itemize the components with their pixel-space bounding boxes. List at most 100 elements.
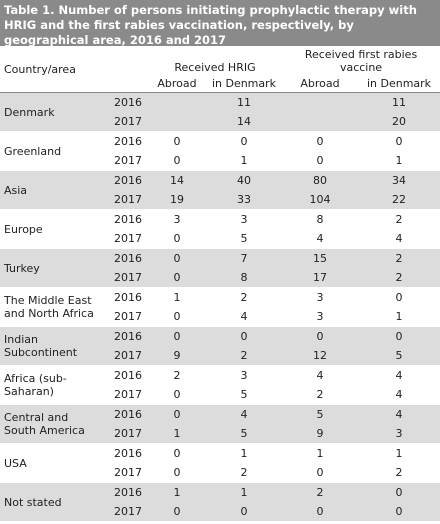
country-cell: Europe — [0, 209, 106, 249]
value-cell: 17 — [282, 268, 359, 288]
year-cell: 2017 — [114, 388, 142, 401]
year-cell: 2016 — [106, 170, 148, 190]
year-cell: 2017 — [114, 232, 142, 245]
value-cell: 1 — [395, 154, 403, 167]
value-cell: 1 — [206, 482, 283, 502]
header-row: Country/area Received HRIG Received firs… — [0, 46, 440, 93]
value-cell: 7 — [206, 248, 283, 268]
country-cell: Denmark — [0, 92, 106, 132]
year-cell: 2017 — [106, 502, 148, 521]
value-cell: 4 — [395, 232, 403, 245]
empty-cell — [148, 112, 206, 132]
header-cell: Country/area — [0, 46, 106, 93]
value-cell: 20 — [358, 112, 440, 132]
value-cell: 2 — [206, 346, 283, 366]
year-cell: 2017 — [106, 424, 148, 444]
table-row: 2017 0 2 0 2 — [0, 463, 440, 483]
value-cell: 3 — [358, 424, 440, 444]
year-cell: 2016 — [106, 287, 148, 307]
country-cell: Asia — [0, 170, 106, 210]
value-cell: 4 — [358, 365, 440, 385]
value-cell: 22 — [358, 190, 440, 210]
value-cell: 33 — [206, 190, 283, 210]
value-cell: 4 — [282, 365, 359, 385]
value-cell: 0 — [358, 131, 440, 151]
value-cell: 0 — [148, 502, 206, 521]
country-cell: USA — [0, 443, 106, 483]
value-cell: 4 — [395, 388, 403, 401]
value-cell: 15 — [282, 248, 359, 268]
value-cell: 3 — [206, 209, 283, 229]
table-row: 2017 0 4 3 1 — [0, 307, 440, 327]
country-cell: Central and South America — [0, 404, 106, 444]
value-cell: 9 — [282, 424, 359, 444]
table-row: Asia 2016 14 40 80 34 — [0, 170, 440, 210]
year-cell: 2016 — [106, 326, 148, 346]
value-cell: 8 — [206, 268, 283, 288]
table-body: Denmark 2016 11 11 2017 14 20 Greenland 2016 0 0 0 0… — [0, 92, 440, 521]
value-cell: 0 — [358, 482, 440, 502]
header-cell: Abroad — [282, 74, 359, 93]
value-cell: 0 — [282, 326, 359, 346]
value-cell: 19 — [148, 190, 206, 210]
value-cell: 1 — [148, 287, 206, 307]
value-cell: 1 — [358, 443, 440, 463]
table-row: 2017 0 5 4 4 — [0, 229, 440, 249]
year-cell: 2017 — [114, 466, 142, 479]
empty-cell — [282, 112, 359, 132]
value-cell: 8 — [282, 209, 359, 229]
value-cell: 0 — [173, 466, 181, 479]
value-cell: 3 — [206, 365, 283, 385]
value-cell: 1 — [206, 443, 283, 463]
header-cell: Received HRIG — [174, 61, 256, 74]
value-cell: 0 — [206, 326, 283, 346]
header-row: Abroad in Denmark Abroad in Denmark — [0, 74, 440, 93]
header-cell: in Denmark — [358, 74, 440, 93]
country-cell: Not stated — [0, 482, 106, 521]
table-row: 2017 0 8 17 2 — [0, 268, 440, 288]
year-cell: 2016 — [106, 248, 148, 268]
table-row: Turkey 2016 0 7 15 2 — [0, 248, 440, 288]
value-cell: 0 — [358, 287, 440, 307]
header-cell: Received first rabies vaccine — [304, 48, 418, 74]
value-cell: 0 — [206, 502, 283, 521]
table-row: Europe 2016 3 3 8 2 — [0, 209, 440, 249]
value-cell: 0 — [173, 154, 181, 167]
year-cell: 2016 — [106, 131, 148, 151]
year-cell: 2017 — [106, 346, 148, 366]
value-cell: 9 — [148, 346, 206, 366]
year-cell: 2016 — [106, 404, 148, 424]
year-cell: 2016 — [106, 482, 148, 502]
empty-cell — [148, 92, 206, 112]
year-cell: 2016 — [106, 443, 148, 463]
year-cell: 2017 — [106, 112, 148, 132]
year-cell: 2017 — [114, 154, 142, 167]
value-cell: 0 — [358, 502, 440, 521]
value-cell: 4 — [316, 232, 324, 245]
value-cell: 104 — [282, 190, 359, 210]
year-cell: 2017 — [114, 310, 142, 323]
value-cell: 2 — [148, 365, 206, 385]
value-cell: 5 — [358, 346, 440, 366]
value-cell: 0 — [316, 154, 324, 167]
empty-cell — [282, 92, 359, 112]
value-cell: 2 — [358, 248, 440, 268]
value-cell: 5 — [240, 388, 248, 401]
country-cell: Indian Subcontinent — [0, 326, 106, 366]
table-title: Table 1. Number of persons initiating pr… — [0, 0, 440, 47]
value-cell: 11 — [206, 92, 283, 112]
value-cell: 2 — [358, 209, 440, 229]
value-cell: 0 — [173, 388, 181, 401]
value-cell: 0 — [148, 326, 206, 346]
header-cell: Abroad — [148, 74, 206, 93]
table-row: The Middle East and North Africa 2016 1 2 3 0 — [0, 287, 440, 327]
value-cell: 2 — [206, 287, 283, 307]
value-cell: 1 — [395, 310, 403, 323]
value-cell: 0 — [206, 131, 283, 151]
table-row: 2017 14 20 — [0, 112, 440, 132]
value-cell: 0 — [358, 326, 440, 346]
value-cell: 0 — [316, 466, 324, 479]
value-cell: 3 — [148, 209, 206, 229]
table-row: Africa (sub-Saharan) 2016 2 3 4 4 — [0, 365, 440, 405]
